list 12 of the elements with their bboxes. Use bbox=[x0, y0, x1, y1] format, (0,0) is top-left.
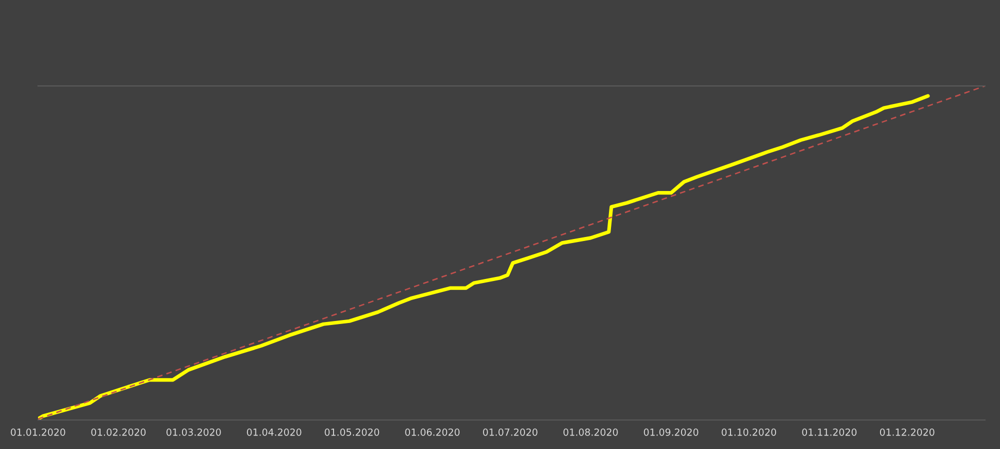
x-tick-label: 01.02.2020 bbox=[91, 428, 146, 436]
x-tick-label: 01.01.2020 bbox=[10, 428, 66, 436]
x-tick-label: 01.08.2020 bbox=[563, 428, 618, 436]
x-tick-label: 01.07.2020 bbox=[483, 428, 538, 436]
x-tick-label: 01.03.2020 bbox=[166, 428, 221, 436]
x-tick-label: 01.09.2020 bbox=[644, 428, 698, 436]
x-tick-label: 01.11.2020 bbox=[802, 428, 857, 436]
x-tick-label: 01.04.2020 bbox=[246, 428, 302, 436]
x-tick-label: 01.12.2020 bbox=[880, 428, 934, 436]
x-tick-label: 01.10.2020 bbox=[722, 428, 776, 436]
x-tick-label: 01.05.2020 bbox=[324, 428, 380, 436]
x-tick-label: 01.06.2020 bbox=[405, 428, 460, 436]
